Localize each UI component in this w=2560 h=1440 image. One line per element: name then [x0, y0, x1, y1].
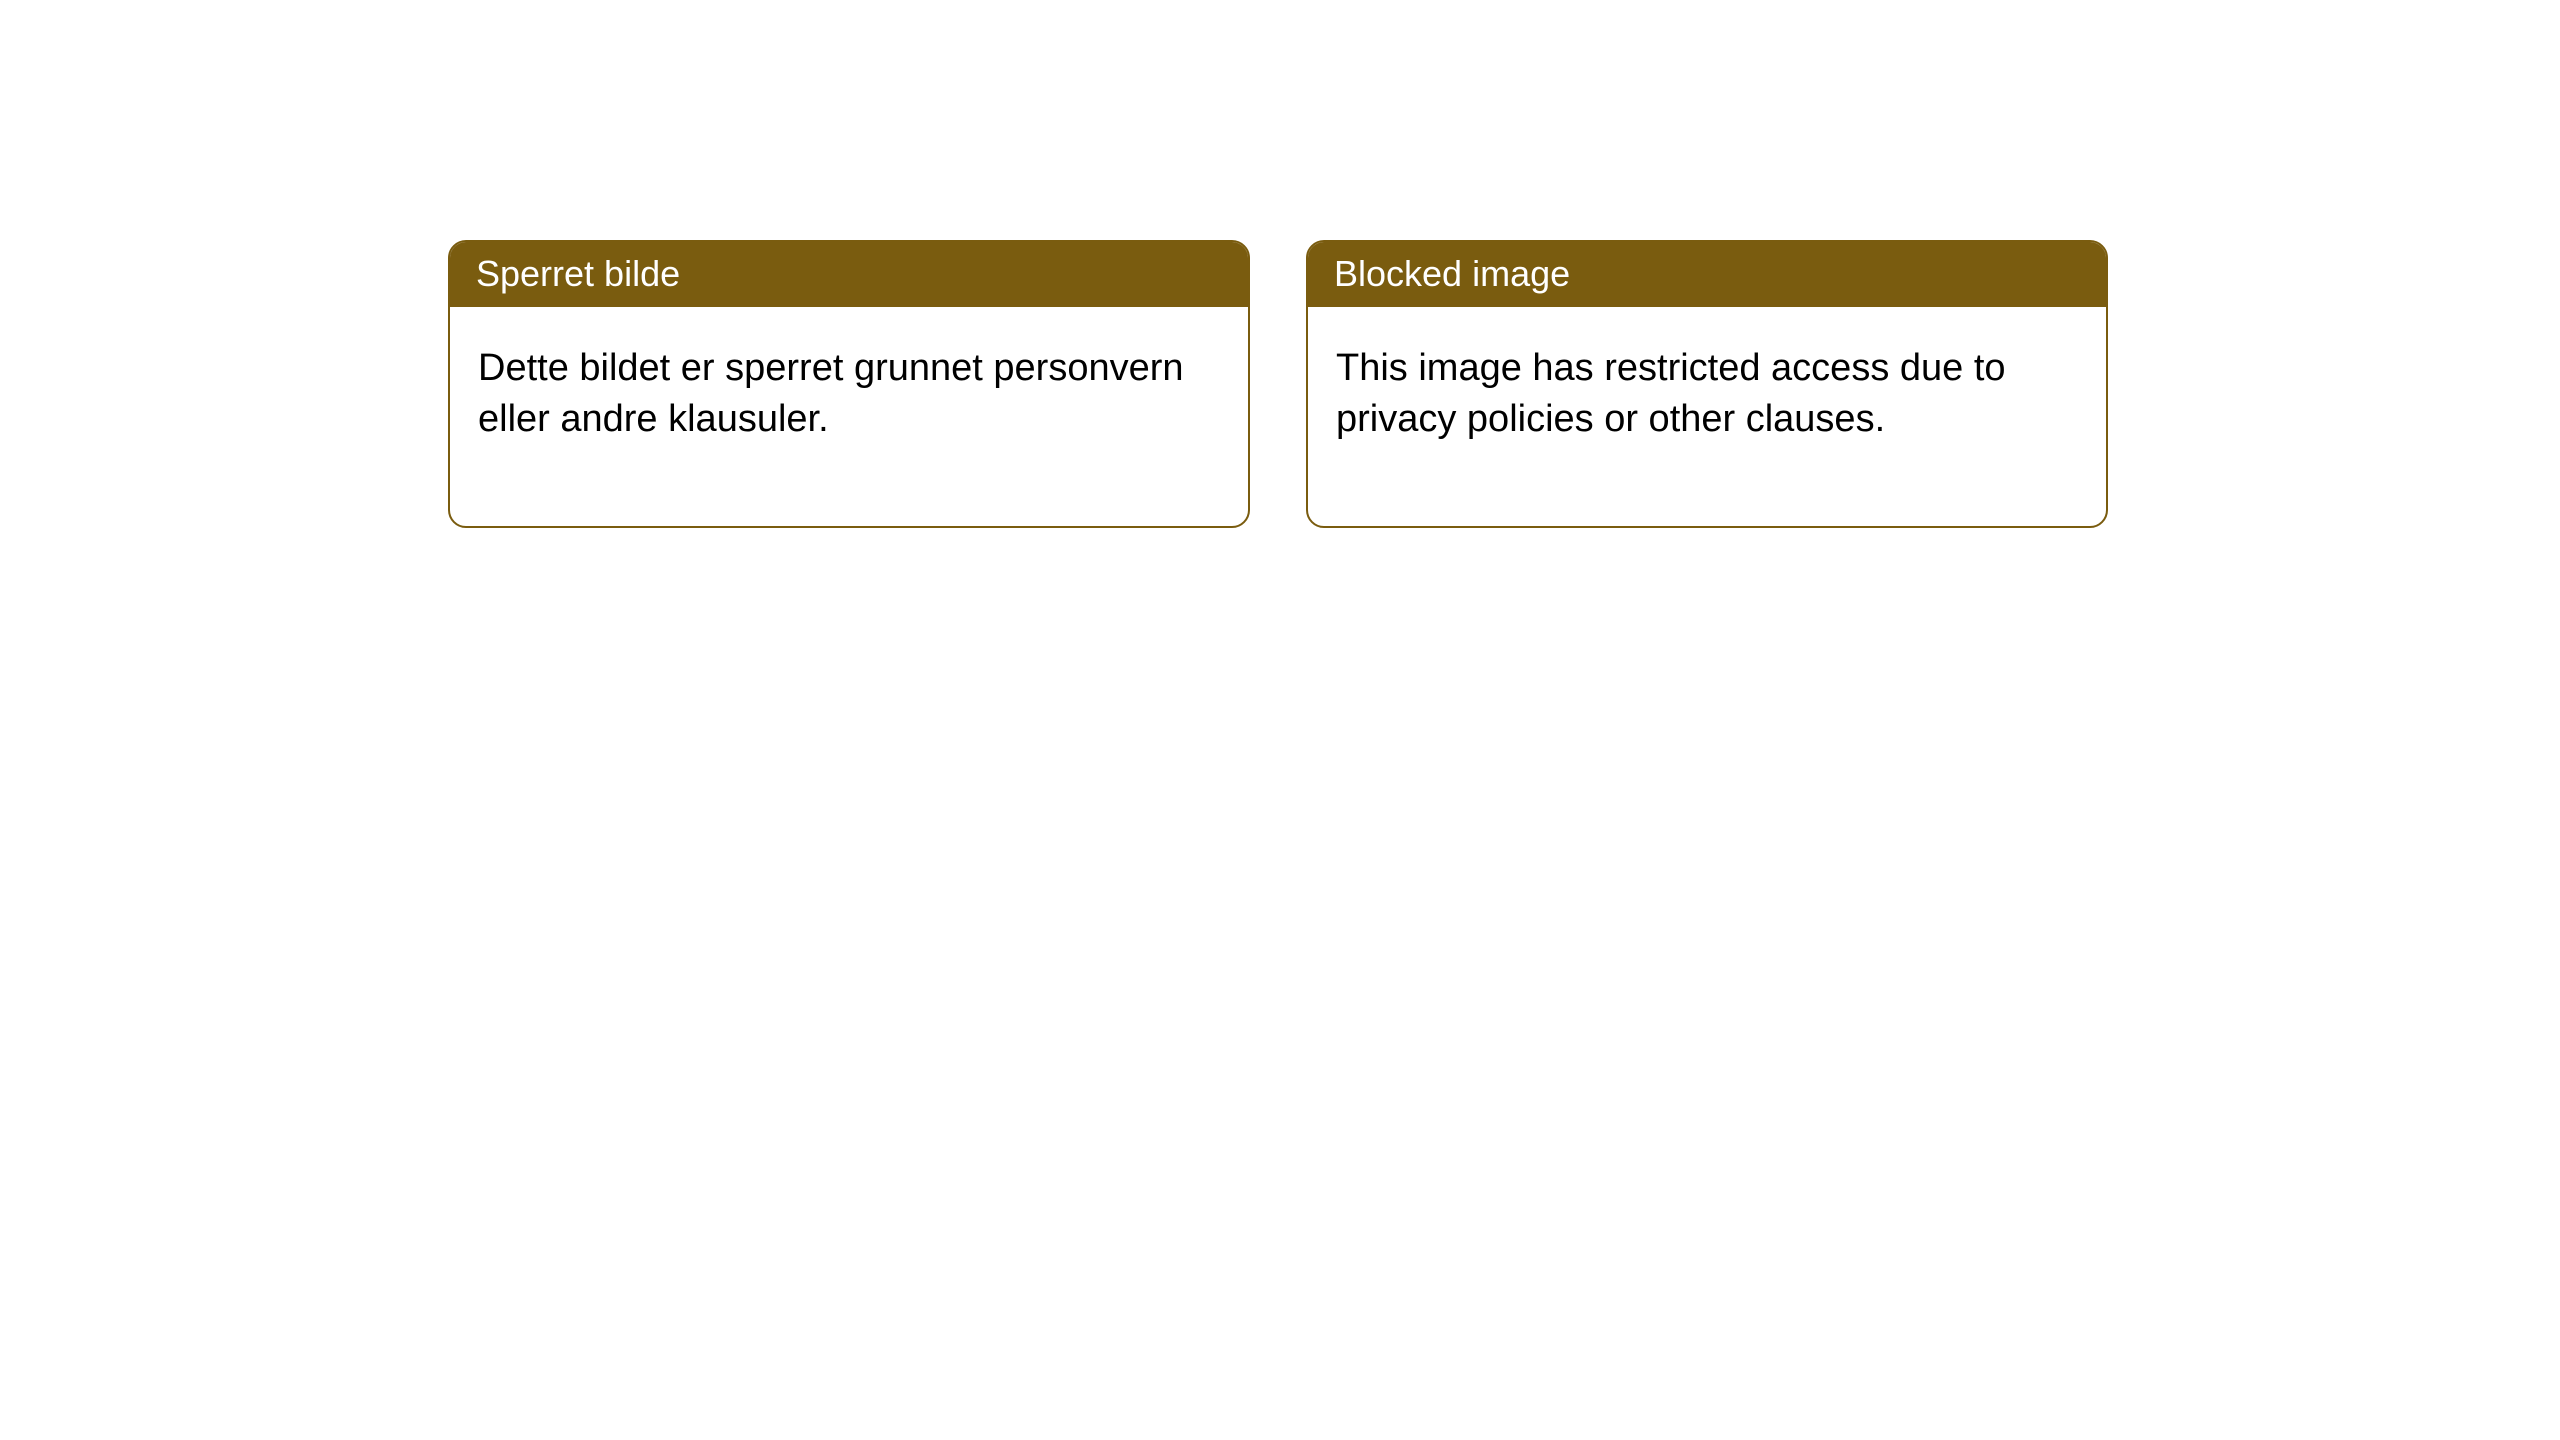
notice-container: Sperret bilde Dette bildet er sperret gr… [0, 0, 2560, 528]
notice-card-english: Blocked image This image has restricted … [1306, 240, 2108, 528]
notice-body: This image has restricted access due to … [1308, 307, 2106, 526]
notice-body: Dette bildet er sperret grunnet personve… [450, 307, 1248, 526]
notice-card-norwegian: Sperret bilde Dette bildet er sperret gr… [448, 240, 1250, 528]
notice-header: Sperret bilde [450, 242, 1248, 307]
notice-header: Blocked image [1308, 242, 2106, 307]
